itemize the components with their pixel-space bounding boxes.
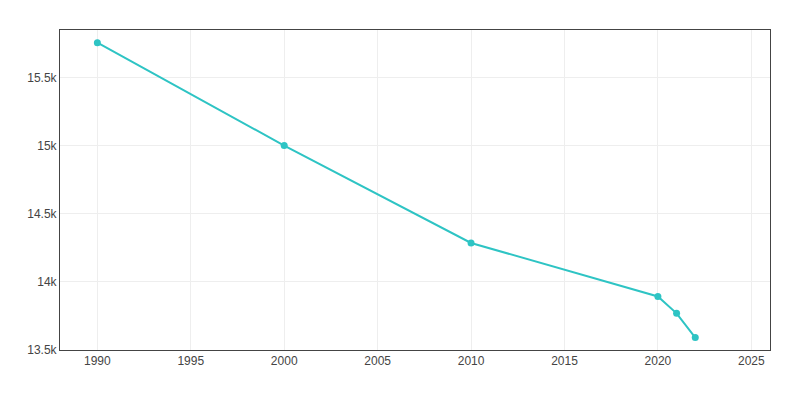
svg-text:14k: 14k [37,275,57,289]
svg-text:2010: 2010 [458,354,485,368]
svg-text:2000: 2000 [271,354,298,368]
svg-text:2020: 2020 [645,354,672,368]
svg-text:15.5k: 15.5k [27,71,57,85]
svg-text:1995: 1995 [177,354,204,368]
svg-text:2025: 2025 [738,354,765,368]
svg-text:13.5k: 13.5k [27,343,57,357]
svg-text:2005: 2005 [364,354,391,368]
svg-text:15k: 15k [37,139,57,153]
svg-text:1990: 1990 [84,354,111,368]
svg-text:14.5k: 14.5k [27,207,57,221]
svg-text:2015: 2015 [551,354,578,368]
